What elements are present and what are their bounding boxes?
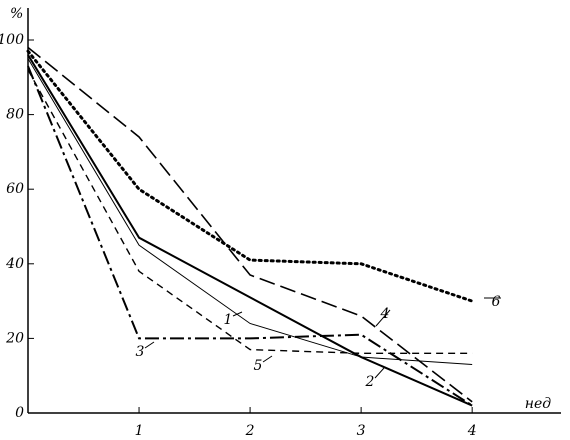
series-line [26, 49, 474, 303]
label-leader [232, 311, 243, 317]
y-tick-label: 0 [15, 405, 24, 421]
y-tick-label: 40 [5, 256, 24, 272]
series-label: 6 [492, 294, 501, 310]
series-label: 2 [365, 374, 375, 390]
x-tick-label: 1 [135, 423, 144, 439]
label-leader [374, 367, 385, 379]
y-tick-label: 100 [0, 32, 24, 48]
x-tick-label: 2 [245, 423, 255, 439]
series-line [27, 54, 473, 407]
series-label: 5 [254, 358, 263, 374]
series-line [27, 58, 473, 366]
label-leader [144, 341, 155, 349]
label-leader [375, 309, 391, 327]
series-line [27, 46, 473, 403]
series-label: 1 [224, 312, 233, 328]
x-axis-label: нед [525, 396, 552, 412]
series-line [27, 69, 473, 355]
y-tick-label: 60 [6, 181, 24, 197]
series-label: 3 [136, 344, 145, 360]
label-leader [262, 355, 273, 363]
x-tick-label: 3 [357, 423, 366, 439]
y-tick-label: 20 [5, 330, 24, 346]
y-tick-label: 80 [6, 107, 24, 123]
x-tick-label: 4 [467, 423, 477, 439]
series-line [27, 65, 473, 407]
series-label: 4 [380, 306, 390, 322]
y-axis-label: % [10, 6, 23, 22]
